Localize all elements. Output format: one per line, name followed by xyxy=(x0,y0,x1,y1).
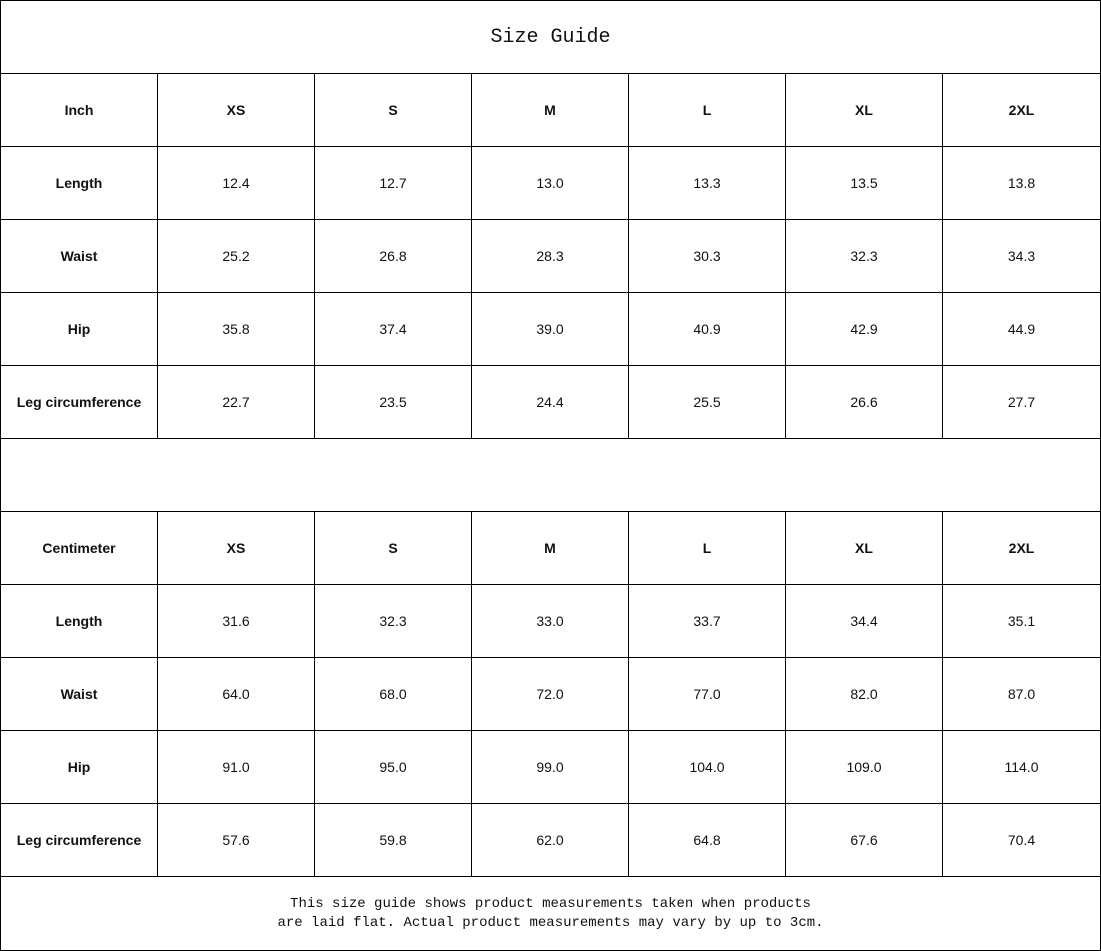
measurement-value: 72.0 xyxy=(472,658,629,730)
measurement-note: This size guide shows product measuremen… xyxy=(1,877,1100,950)
size-header: XL xyxy=(786,512,943,584)
size-guide-title: Size Guide xyxy=(1,1,1100,74)
measurement-value: 42.9 xyxy=(786,293,943,365)
measurement-value: 32.3 xyxy=(315,585,472,657)
measurement-value: 12.7 xyxy=(315,147,472,219)
measurement-label: Length xyxy=(1,585,158,657)
measurement-value: 91.0 xyxy=(158,731,315,803)
measurement-value: 32.3 xyxy=(786,220,943,292)
measurement-label: Hip xyxy=(1,731,158,803)
measurement-value: 25.5 xyxy=(629,366,786,438)
measurement-value: 23.5 xyxy=(315,366,472,438)
measurement-value: 114.0 xyxy=(1004,759,1039,775)
measurement-value: 87.0 xyxy=(1007,686,1036,702)
measurement-value: 67.6 xyxy=(786,804,943,876)
measurement-value: 70.4 xyxy=(1007,832,1036,848)
size-header: M xyxy=(472,74,629,146)
measurement-value: 40.9 xyxy=(629,293,786,365)
measurement-label: Leg circumference xyxy=(1,366,158,438)
spacer-row xyxy=(1,439,1100,512)
measurement-label: Leg circumference xyxy=(1,804,158,876)
measurement-value: 27.7 xyxy=(1007,394,1036,410)
measurement-value: 31.6 xyxy=(158,585,315,657)
measurement-value: 44.9 xyxy=(1007,321,1036,337)
size-header: S xyxy=(315,74,472,146)
measurement-value: 34.3 xyxy=(1007,248,1036,264)
note-line-1: This size guide shows product measuremen… xyxy=(290,895,811,912)
measurement-value: 77.0 xyxy=(629,658,786,730)
measurement-value: 12.4 xyxy=(158,147,315,219)
measurement-value: 34.4 xyxy=(786,585,943,657)
measurement-value: 57.6 xyxy=(158,804,315,876)
measurement-value: 37.4 xyxy=(315,293,472,365)
measurement-value: 64.8 xyxy=(629,804,786,876)
measurement-value: 62.0 xyxy=(472,804,629,876)
size-header: XS xyxy=(158,74,315,146)
table-row: Hip 35.8 37.4 39.0 40.9 42.9 44.9 xyxy=(1,293,1100,366)
measurement-value: 109.0 xyxy=(786,731,943,803)
measurement-value: 82.0 xyxy=(786,658,943,730)
size-header: 2XL xyxy=(1008,102,1035,118)
measurement-label: Waist xyxy=(1,658,158,730)
measurement-value: 99.0 xyxy=(472,731,629,803)
unit-label: Inch xyxy=(1,74,158,146)
table-row: Length 31.6 32.3 33.0 33.7 34.4 35.1 xyxy=(1,585,1100,658)
measurement-value: 35.1 xyxy=(1007,613,1036,629)
measurement-value: 30.3 xyxy=(629,220,786,292)
measurement-value: 59.8 xyxy=(315,804,472,876)
table-row: Length 12.4 12.7 13.0 13.3 13.5 13.8 xyxy=(1,147,1100,220)
measurement-value: 26.8 xyxy=(315,220,472,292)
measurement-value: 28.3 xyxy=(472,220,629,292)
measurement-value: 39.0 xyxy=(472,293,629,365)
table-row: Waist 25.2 26.8 28.3 30.3 32.3 34.3 xyxy=(1,220,1100,293)
measurement-label: Waist xyxy=(1,220,158,292)
measurement-value: 24.4 xyxy=(472,366,629,438)
measurement-value: 13.8 xyxy=(1007,175,1036,191)
table-row: Leg circumference 22.7 23.5 24.4 25.5 26.6 27.… xyxy=(1,366,1100,439)
measurement-value: 22.7 xyxy=(158,366,315,438)
header-row: Inch XS S M L XL 2XL xyxy=(1,74,1100,147)
size-header: XS xyxy=(158,512,315,584)
measurement-value: 25.2 xyxy=(158,220,315,292)
measurement-value: 68.0 xyxy=(315,658,472,730)
size-header: 2XL xyxy=(1008,540,1035,556)
size-header: S xyxy=(315,512,472,584)
measurement-value: 33.0 xyxy=(472,585,629,657)
measurement-value: 33.7 xyxy=(629,585,786,657)
size-header: M xyxy=(472,512,629,584)
size-header: XL xyxy=(786,74,943,146)
header-row: Centimeter XS S M L XL 2XL xyxy=(1,512,1100,585)
measurement-value: 64.0 xyxy=(158,658,315,730)
unit-label: Centimeter xyxy=(1,512,158,584)
measurement-value: 13.0 xyxy=(472,147,629,219)
measurement-value: 26.6 xyxy=(786,366,943,438)
measurement-value: 104.0 xyxy=(629,731,786,803)
measurement-label: Length xyxy=(1,147,158,219)
measurement-value: 13.3 xyxy=(629,147,786,219)
table-row: Hip 91.0 95.0 99.0 104.0 109.0 114.0 xyxy=(1,731,1100,804)
measurement-value: 35.8 xyxy=(158,293,315,365)
size-header: L xyxy=(629,512,786,584)
measurement-value: 13.5 xyxy=(786,147,943,219)
size-header: L xyxy=(629,74,786,146)
table-row: Leg circumference 57.6 59.8 62.0 64.8 67.6 70.… xyxy=(1,804,1100,877)
note-line-2: are laid flat. Actual product measuremen… xyxy=(277,914,824,931)
table-row: Waist 64.0 68.0 72.0 77.0 82.0 87.0 xyxy=(1,658,1100,731)
measurement-label: Hip xyxy=(1,293,158,365)
measurement-value: 95.0 xyxy=(315,731,472,803)
